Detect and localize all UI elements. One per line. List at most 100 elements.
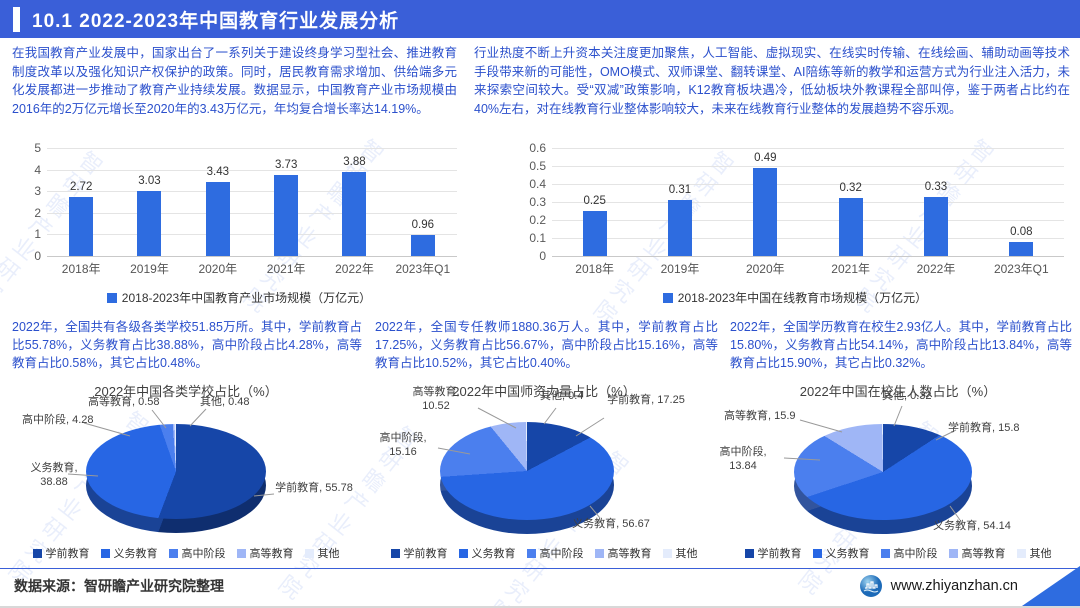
zhiyanzhan-logo-icon [859,575,882,597]
pie-top-face [440,422,614,520]
gridline [47,148,457,149]
legend-label: 学前教育 [45,548,90,560]
legend-label: 学前教育 [403,548,448,560]
pie-label: 义务教育, 38.88 [30,462,78,488]
y-tick-label: 2 [34,205,41,220]
bar-column: 2.72 2018年 [47,148,115,276]
pie-graphic [794,424,972,534]
site-url[interactable]: www.zhiyanzhan.cn [890,578,1018,594]
plot-area: 0.25 2018年 0.31 2019年 0.49 2020年 0.32 2021年 0.33… [552,148,1064,276]
bar-value-label: 0.33 [924,180,948,193]
legend-label: 义务教育 [113,548,158,560]
y-tick-label: 0.1 [529,231,546,245]
pie-legend: 学前教育 义务教育 高中阶段 高等教育 其他 [722,545,1074,561]
legend-swatch-icon [458,548,468,558]
bar [342,172,367,256]
y-tick-label: 0 [34,249,41,263]
intro-paragraph-left: 在我国教育产业发展中，国家出台了一系列关于建设终身学习型社会、推进教育制度改革以… [12,46,457,116]
x-tick-label: 2019年 [660,262,700,276]
y-tick-label: 0 [539,249,546,263]
bar [69,197,94,256]
pie-label: 高等教育, 0.58 [88,396,160,408]
bar-column: 3.43 2020年 [184,148,252,276]
corner-triangle [1022,566,1080,606]
legend-label: 义务教育 [471,548,516,560]
pie-label: 学前教育, 17.25 [607,394,685,406]
bar-charts-row: 5 4 3 2 1 0 2.72 2018年 3.03 2019年 3.43 2020年 3.73 20… [0,142,1080,308]
gridline [47,212,457,214]
legend-swatch-icon [1016,548,1026,558]
legend-swatch-icon [526,548,536,558]
legend-label: 2018-2023年中国教育产业市场规模（万亿元） [121,291,372,305]
pie-label: 学前教育, 15.8 [948,422,1020,434]
footer-divider [0,568,1080,569]
gridline [552,256,1064,257]
legend-label: 高等教育 [249,548,294,560]
y-tick-label: 0.6 [529,141,546,155]
legend-swatch-icon [880,548,890,558]
x-tick-label: 2018年 [61,262,101,276]
legend-swatch-icon [168,548,178,558]
legend-label: 义务教育 [825,548,870,560]
gridline [552,202,1064,203]
y-tick-label: 0.2 [529,213,546,227]
bar-column: 3.03 2019年 [115,148,183,276]
bar [205,181,230,256]
legend-swatch-icon [32,548,42,558]
gridline [47,256,457,257]
legend-label: 其他 [1029,548,1052,560]
gridline [552,184,1064,185]
pie-graphic [86,424,266,533]
bar-chart-online-education-market: 0.6 0.5 0.4 0.3 0.2 0.1 0 0.25 2018年 0.31 2019年 0.… [520,142,1070,308]
x-tick-label: 2021年 [266,262,306,276]
note-students: 2022年，全国学历教育在校生2.93亿人。其中，学前教育占比15.80%，义务… [730,320,1072,371]
pie-label: 义务教育, 56.67 [572,518,650,530]
x-tick-label: 2023年Q1 [395,262,451,276]
legend-swatch-icon [744,548,754,558]
x-tick-label: 2018年 [575,262,615,276]
page-header: 10.1 2022-2023年中国教育行业发展分析 [0,0,1080,38]
gridline [47,169,457,171]
pie-label: 其他, 0.32 [882,390,932,402]
bar-value-label: 0.31 [668,184,692,197]
legend-swatch-icon [100,548,110,558]
intro-section: 在我国教育产业发展中，国家出台了一系列关于建设终身学习型社会、推进教育制度改革以… [12,44,1070,118]
plot-area: 2.72 2018年 3.03 2019年 3.43 2020年 3.73 2021年 3.88… [47,148,457,276]
page-title: 10.1 2022-2023年中国教育行业发展分析 [32,11,400,32]
y-tick-label: 4 [34,162,41,177]
pie-label: 义务教育, 54.14 [933,520,1011,532]
pie-title: 2022年中国师资力量占比（%） [452,384,636,399]
legend-swatch-icon [662,293,673,303]
pie-chart-students: 2022年中国在校生人数占比（%） 高等教育, 15.9 其他, 0.32 学前… [719,378,1074,566]
legend-label: 2018-2023年中国在线教育市场规模（万亿元） [677,291,928,305]
pie-label: 其他, 0.48 [200,396,250,408]
legend-label: 其他 [675,548,698,560]
bar [410,235,435,256]
site-block: www.zhiyanzhan.cn [859,574,1018,598]
bar-chart-education-market: 5 4 3 2 1 0 2.72 2018年 3.03 2019年 3.43 2020年 3.73 20… [15,142,463,308]
pie-label: 其他, 0.4 [540,390,584,402]
x-tick-label: 2023年Q1 [993,262,1049,276]
bar [923,196,948,256]
legend-swatch-icon [812,548,822,558]
bar [667,200,692,256]
legend-swatch-icon [662,548,672,558]
gridline [552,220,1064,221]
legend-label: 高等教育 [961,548,1006,560]
bar-value-label: 0.96 [411,219,435,232]
x-tick-label: 2020年 [198,262,238,276]
bar-chart-plot: 0.6 0.5 0.4 0.3 0.2 0.1 0 0.25 2018年 0.31 2019年 0.… [520,142,1064,276]
y-tick-label: 3 [34,184,41,199]
legend-label: 高中阶段 [539,548,584,560]
legend-swatch-icon [106,293,117,303]
pie-title: 2022年中国在校生人数占比（%） [799,384,997,399]
y-tick-label: 0.3 [529,195,546,209]
pie-label: 高中阶段, 4.28 [22,414,94,426]
bar [582,211,607,256]
gridline [552,166,1064,167]
bar [137,190,162,256]
pie-chart-schools: 2022年中国各类学校占比（%） 高等教育, 0.58 其他, 0.48 高中阶… [8,378,364,566]
legend-label: 其他 [317,548,340,560]
y-axis: 0.6 0.5 0.4 0.3 0.2 0.1 0 [520,142,552,262]
